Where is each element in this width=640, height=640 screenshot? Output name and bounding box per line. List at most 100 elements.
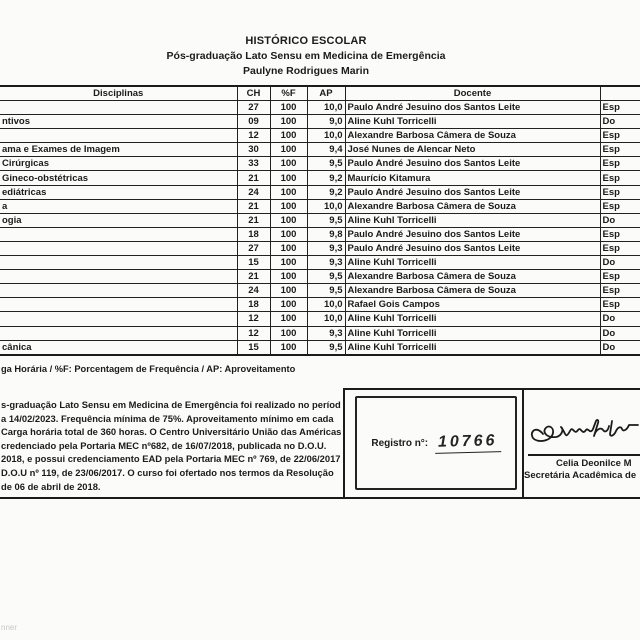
- titulacao-cell: Do: [599, 255, 640, 271]
- registro-label: Registro n°:: [371, 437, 429, 449]
- table-row: 27 100 9,3 Paulo André Jesuino dos Santos L…: [0, 240, 640, 257]
- table-row: 27 100 10,0 Paulo André Jesuino dos Santos …: [0, 99, 640, 116]
- ch-cell: 18: [236, 297, 271, 313]
- certificate-line: a 14/02/2023. Frequência mínima de 75%. …: [1, 412, 334, 424]
- column-header-freq: %F: [269, 85, 308, 101]
- discipline-cell: a: [0, 198, 238, 214]
- table-row: 12 100 10,0 Aline Kuhl Torricelli Do: [0, 311, 640, 327]
- table-row: Cirúrgicas 33 100 9,5 Paulo André Jesuino do…: [0, 156, 640, 172]
- grades-table: Disciplinas CH %F AP Docente 27 100 10,0 Pa…: [0, 85, 640, 356]
- titulacao-cell: Esp: [599, 99, 640, 116]
- docente-cell: Alexandre Barbosa Câmera de Souza: [344, 128, 601, 144]
- ch-cell: 15: [236, 255, 271, 271]
- column-header-docente: Docente: [344, 85, 601, 101]
- docente-cell: Alexandre Barbosa Câmera de Souza: [344, 269, 601, 285]
- discipline-cell: [0, 325, 238, 341]
- titulacao-cell: Esp: [599, 269, 640, 285]
- docente-cell: Aline Kuhl Torricelli: [344, 255, 601, 271]
- certificate-line: Carga horária total de 360 horas. O Cent…: [1, 426, 341, 438]
- docente-cell: Paulo André Jesuino dos Santos Leite: [344, 99, 601, 116]
- page-title: HISTÓRICO ESCOLAR: [245, 35, 367, 47]
- titulacao-cell: Esp: [599, 142, 640, 158]
- ap-cell: 9,3: [306, 325, 346, 341]
- ch-cell: 27: [236, 99, 271, 116]
- column-header-ap: AP: [306, 85, 346, 101]
- table-row: ntivos 09 100 9,0 Aline Kuhl Torricelli Do: [0, 114, 640, 130]
- titulacao-cell: Esp: [599, 128, 640, 144]
- ap-cell: 10,0: [306, 99, 346, 116]
- ap-cell: 9,2: [306, 170, 346, 186]
- ap-cell: 9,8: [306, 226, 346, 242]
- ch-cell: 24: [236, 184, 271, 200]
- signatory-title: Secretária Acadêmica de: [524, 470, 637, 481]
- freq-cell: 100: [269, 99, 308, 116]
- docente-cell: Aline Kuhl Torricelli: [344, 311, 601, 327]
- bottom-section-divider-left: [343, 388, 345, 499]
- table-row: 24 100 9,5 Alexandre Barbosa Câmera de Souz…: [0, 283, 640, 299]
- certificate-line: D.O.U nº 119, de 23/06/2017. O curso foi…: [1, 466, 334, 478]
- ch-cell: 12: [236, 311, 271, 327]
- docente-cell: Paulo André Jesuino dos Santos Leite: [344, 184, 601, 200]
- discipline-cell: Cirúrgicas: [0, 156, 238, 172]
- discipline-cell: cânica: [0, 339, 238, 356]
- freq-cell: 100: [269, 339, 308, 356]
- bottom-section-divider-right: [522, 388, 524, 499]
- table-row: 18 100 10,0 Rafael Gois Campos Esp: [0, 297, 640, 313]
- ap-cell: 10,0: [306, 198, 346, 214]
- freq-cell: 100: [269, 184, 308, 200]
- table-row: Gineco-obstétricas 21 100 9,2 Maurício Kitam…: [0, 170, 640, 186]
- freq-cell: 100: [269, 142, 308, 158]
- freq-cell: 100: [269, 311, 308, 327]
- ch-cell: 09: [236, 114, 271, 130]
- freq-cell: 100: [269, 325, 308, 341]
- column-header-titulacao: [599, 85, 640, 101]
- freq-cell: 100: [269, 240, 308, 257]
- discipline-cell: [0, 255, 238, 271]
- freq-cell: 100: [269, 269, 308, 285]
- docente-cell: Aline Kuhl Torricelli: [344, 325, 601, 341]
- docente-cell: Aline Kuhl Torricelli: [344, 114, 601, 130]
- discipline-cell: ntivos: [0, 114, 238, 130]
- ch-cell: 33: [236, 156, 271, 172]
- ap-cell: 9,5: [306, 156, 346, 172]
- titulacao-cell: Esp: [599, 283, 640, 299]
- titulacao-cell: Esp: [599, 226, 640, 242]
- certificate-line: credenciado pela Portaria MEC nº682, de …: [1, 439, 327, 451]
- docente-cell: Paulo André Jesuino dos Santos Leite: [344, 156, 601, 172]
- docente-cell: Maurício Kitamura: [344, 170, 601, 186]
- ap-cell: 9,5: [306, 212, 346, 228]
- table-row: ediátricas 24 100 9,2 Paulo André Jesuino do…: [0, 184, 640, 200]
- bottom-section-top-border: [343, 388, 640, 390]
- table-row: 21 100 9,5 Alexandre Barbosa Câmera de Souz…: [0, 269, 640, 285]
- discipline-cell: ama e Exames de Imagem: [0, 142, 238, 158]
- titulacao-cell: Esp: [599, 198, 640, 214]
- freq-cell: 100: [269, 156, 308, 172]
- titulacao-cell: Do: [599, 339, 640, 356]
- ap-cell: 10,0: [306, 128, 346, 144]
- ap-cell: 9,5: [306, 339, 346, 356]
- course-subtitle: Pós-graduação Lato Sensu em Medicina de …: [166, 50, 446, 62]
- freq-cell: 100: [269, 170, 308, 186]
- table-row: 18 100 9,8 Paulo André Jesuino dos Santos L…: [0, 226, 640, 242]
- table-row: cânica 15 100 9,5 Aline Kuhl Torricelli Do: [0, 339, 640, 356]
- registro-number-handwritten: 10766: [434, 432, 501, 454]
- docente-cell: Paulo André Jesuino dos Santos Leite: [344, 240, 601, 257]
- titulacao-cell: Esp: [599, 297, 640, 313]
- freq-cell: 100: [269, 212, 308, 228]
- ch-cell: 30: [236, 142, 271, 158]
- discipline-cell: ogia: [0, 212, 238, 228]
- document-header: HISTÓRICO ESCOLAR Pós-graduação Lato Sen…: [0, 34, 612, 79]
- discipline-cell: [0, 269, 238, 285]
- freq-cell: 100: [269, 128, 308, 144]
- discipline-cell: [0, 311, 238, 327]
- ch-cell: 15: [236, 339, 271, 356]
- freq-cell: 100: [269, 226, 308, 242]
- docente-cell: Aline Kuhl Torricelli: [344, 339, 601, 356]
- column-header-disciplinas: Disciplinas: [0, 85, 238, 101]
- titulacao-cell: Esp: [599, 156, 640, 172]
- ap-cell: 10,0: [306, 297, 346, 313]
- column-header-ch: CH: [236, 85, 271, 101]
- docente-cell: Paulo André Jesuino dos Santos Leite: [344, 226, 601, 242]
- discipline-cell: ediátricas: [0, 184, 238, 200]
- docente-cell: Alexandre Barbosa Câmera de Souza: [344, 283, 601, 299]
